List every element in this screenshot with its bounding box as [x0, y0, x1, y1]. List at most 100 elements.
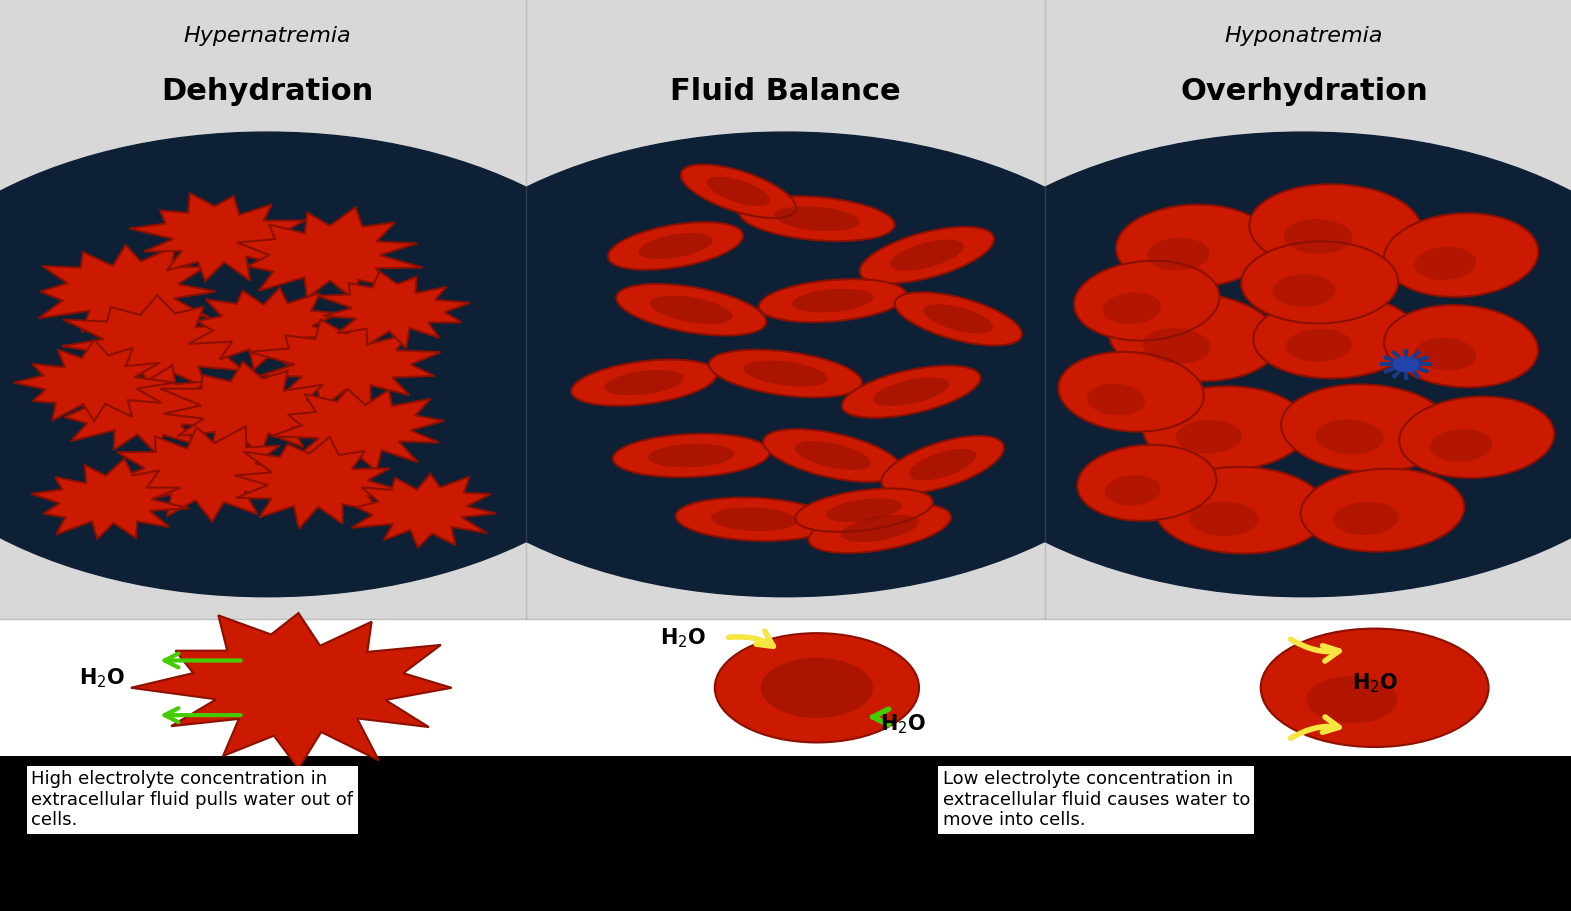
PathPatch shape — [129, 193, 305, 281]
Ellipse shape — [924, 304, 993, 333]
PathPatch shape — [234, 437, 404, 528]
Ellipse shape — [1307, 676, 1398, 723]
Text: Dehydration: Dehydration — [160, 77, 374, 106]
Ellipse shape — [775, 206, 859, 231]
Ellipse shape — [680, 165, 796, 218]
PathPatch shape — [160, 362, 350, 458]
Ellipse shape — [1301, 468, 1464, 552]
Text: H$_2$O: H$_2$O — [660, 626, 707, 650]
Ellipse shape — [650, 295, 732, 324]
Ellipse shape — [608, 222, 743, 270]
Circle shape — [0, 132, 668, 597]
Ellipse shape — [1241, 241, 1398, 323]
FancyBboxPatch shape — [0, 619, 1571, 756]
Ellipse shape — [873, 377, 949, 406]
Text: High electrolyte concentration in
extracellular fluid pulls water out of
cells.: High electrolyte concentration in extrac… — [31, 770, 353, 829]
Text: High electrolyte concentration in
extracellular fluid pulls water out of
cells.: High electrolyte concentration in extrac… — [31, 770, 353, 829]
Ellipse shape — [895, 292, 1021, 345]
Ellipse shape — [1115, 205, 1273, 287]
Ellipse shape — [605, 370, 683, 395]
Ellipse shape — [1400, 396, 1554, 478]
Ellipse shape — [1109, 293, 1279, 381]
Ellipse shape — [1142, 328, 1211, 363]
Circle shape — [903, 132, 1571, 597]
PathPatch shape — [31, 459, 189, 538]
Ellipse shape — [649, 444, 734, 467]
Ellipse shape — [712, 507, 796, 531]
Ellipse shape — [1147, 238, 1210, 271]
Ellipse shape — [1273, 274, 1335, 307]
Ellipse shape — [1260, 629, 1488, 747]
Ellipse shape — [1280, 384, 1453, 472]
PathPatch shape — [130, 613, 451, 769]
Ellipse shape — [826, 498, 902, 522]
PathPatch shape — [58, 365, 225, 453]
Ellipse shape — [707, 177, 770, 206]
Ellipse shape — [1254, 296, 1417, 378]
Ellipse shape — [709, 350, 862, 397]
Ellipse shape — [809, 504, 950, 553]
Ellipse shape — [1287, 329, 1351, 362]
Ellipse shape — [859, 227, 994, 283]
PathPatch shape — [14, 340, 174, 421]
Ellipse shape — [1189, 501, 1258, 537]
Ellipse shape — [891, 240, 963, 271]
Text: H$_2$O: H$_2$O — [880, 712, 927, 736]
Ellipse shape — [613, 434, 770, 477]
PathPatch shape — [39, 245, 217, 340]
Text: Hyponatremia: Hyponatremia — [1225, 26, 1382, 46]
Ellipse shape — [840, 515, 919, 542]
Ellipse shape — [1334, 502, 1398, 535]
Ellipse shape — [1144, 386, 1307, 470]
Ellipse shape — [1249, 184, 1422, 271]
PathPatch shape — [317, 271, 470, 348]
Ellipse shape — [676, 497, 833, 541]
FancyBboxPatch shape — [0, 0, 1571, 619]
Ellipse shape — [1155, 466, 1327, 554]
Ellipse shape — [1075, 261, 1219, 341]
Ellipse shape — [910, 449, 976, 480]
Ellipse shape — [760, 658, 873, 718]
FancyBboxPatch shape — [0, 756, 1571, 911]
PathPatch shape — [248, 320, 441, 409]
Ellipse shape — [715, 633, 919, 742]
Circle shape — [1393, 357, 1419, 372]
Ellipse shape — [1315, 419, 1384, 455]
PathPatch shape — [352, 474, 496, 548]
Ellipse shape — [1430, 429, 1492, 462]
Ellipse shape — [1177, 420, 1241, 454]
Ellipse shape — [1059, 352, 1203, 432]
Ellipse shape — [1384, 305, 1538, 387]
Ellipse shape — [764, 429, 902, 482]
PathPatch shape — [270, 389, 445, 471]
Ellipse shape — [1284, 219, 1353, 254]
Ellipse shape — [743, 361, 828, 386]
Ellipse shape — [1078, 445, 1216, 521]
Ellipse shape — [740, 196, 894, 241]
Text: Low electrolyte concentration in
extracellular fluid causes water to
move into c: Low electrolyte concentration in extrace… — [943, 770, 1251, 829]
Text: Hypernatremia: Hypernatremia — [184, 26, 350, 46]
Circle shape — [385, 132, 1186, 597]
Text: Overhydration: Overhydration — [1180, 77, 1428, 106]
Ellipse shape — [1384, 213, 1538, 297]
PathPatch shape — [237, 207, 423, 299]
Text: H$_2$O: H$_2$O — [79, 667, 126, 691]
Text: Fluid Balance: Fluid Balance — [671, 77, 900, 106]
Text: H$_2$O: H$_2$O — [1351, 671, 1398, 695]
Ellipse shape — [1103, 292, 1161, 324]
Ellipse shape — [1104, 476, 1161, 506]
Ellipse shape — [881, 436, 1004, 493]
PathPatch shape — [118, 426, 294, 522]
Ellipse shape — [616, 284, 767, 335]
PathPatch shape — [189, 288, 341, 369]
Ellipse shape — [842, 365, 980, 418]
Ellipse shape — [1087, 384, 1145, 415]
Ellipse shape — [638, 233, 713, 259]
Ellipse shape — [795, 488, 933, 532]
Ellipse shape — [1414, 247, 1477, 280]
Ellipse shape — [572, 360, 716, 405]
Ellipse shape — [1414, 338, 1477, 371]
Ellipse shape — [795, 441, 870, 470]
PathPatch shape — [61, 295, 264, 397]
Ellipse shape — [792, 289, 873, 312]
